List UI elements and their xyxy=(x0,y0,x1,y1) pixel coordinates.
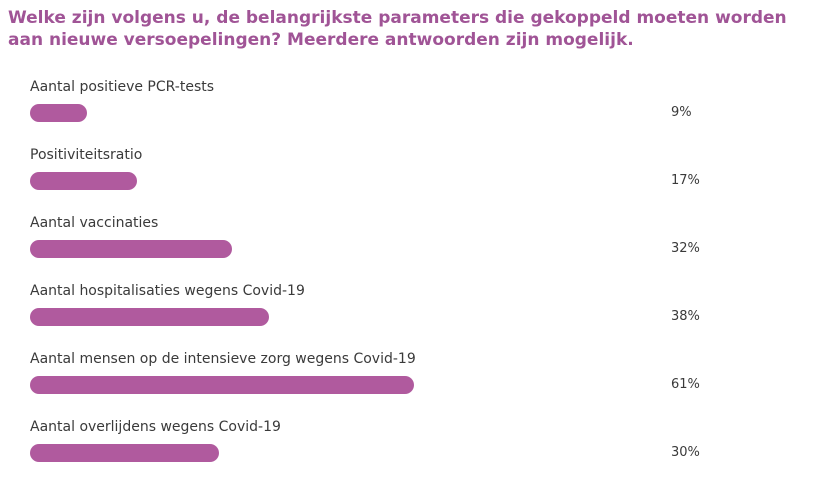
bar-track xyxy=(30,376,660,394)
category-label: Aantal mensen op de intensieve zorg wege… xyxy=(30,351,416,367)
category-label: Positiviteitsratio xyxy=(30,147,143,163)
bar-track xyxy=(30,104,660,122)
bar xyxy=(30,308,269,326)
value-label: 9% xyxy=(671,105,692,120)
bar xyxy=(30,240,232,258)
category-label: Aantal overlijdens wegens Covid-19 xyxy=(30,419,281,435)
value-label: 30% xyxy=(671,445,700,460)
bar-row: Aantal hospitalisaties wegens Covid-19 38… xyxy=(0,282,827,350)
value-label: 61% xyxy=(671,377,700,392)
bar-row: Positiviteitsratio 17% xyxy=(0,146,827,214)
value-label: 38% xyxy=(671,309,700,324)
bar-row: Aantal vaccinaties 32% xyxy=(0,214,827,282)
bar xyxy=(30,376,414,394)
category-label: Aantal hospitalisaties wegens Covid-19 xyxy=(30,283,305,299)
bar-track xyxy=(30,444,660,462)
bar-row: Aantal overlijdens wegens Covid-19 30% xyxy=(0,418,827,486)
value-label: 32% xyxy=(671,241,700,256)
question-title: Welke zijn volgens u, de belangrijkste p… xyxy=(8,8,787,50)
bar-track xyxy=(30,240,660,258)
category-label: Aantal positieve PCR-tests xyxy=(30,79,215,95)
bar xyxy=(30,444,219,462)
value-label: 17% xyxy=(671,173,700,188)
bar-row: Aantal mensen op de intensieve zorg wege… xyxy=(0,350,827,418)
bar xyxy=(30,172,137,190)
bar xyxy=(30,104,87,122)
bar-row: Aantal positieve PCR-tests 9% xyxy=(0,78,827,146)
category-label: Aantal vaccinaties xyxy=(30,215,159,231)
bar-track xyxy=(30,172,660,190)
bar-track xyxy=(30,308,660,326)
